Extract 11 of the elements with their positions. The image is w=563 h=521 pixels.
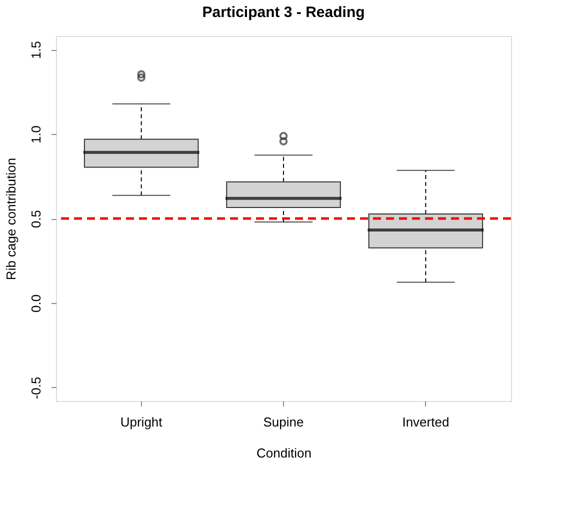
- x-axis-title: Condition: [256, 446, 312, 460]
- x-tick-label: Inverted: [402, 414, 450, 430]
- x-tick-label: Supine: [263, 414, 304, 430]
- y-tick-label: -0.5: [28, 376, 44, 400]
- y-tick-label: 1.0: [28, 125, 44, 144]
- y-axis-title: Rib cage contribution: [4, 158, 18, 280]
- y-tick-label: 1.5: [28, 40, 44, 60]
- y-tick-label: 0.5: [28, 210, 44, 228]
- chart-title: Participant 3 - Reading: [202, 4, 365, 21]
- x-tick-label: Upright: [120, 414, 163, 430]
- y-tick-label: 0.0: [28, 294, 44, 313]
